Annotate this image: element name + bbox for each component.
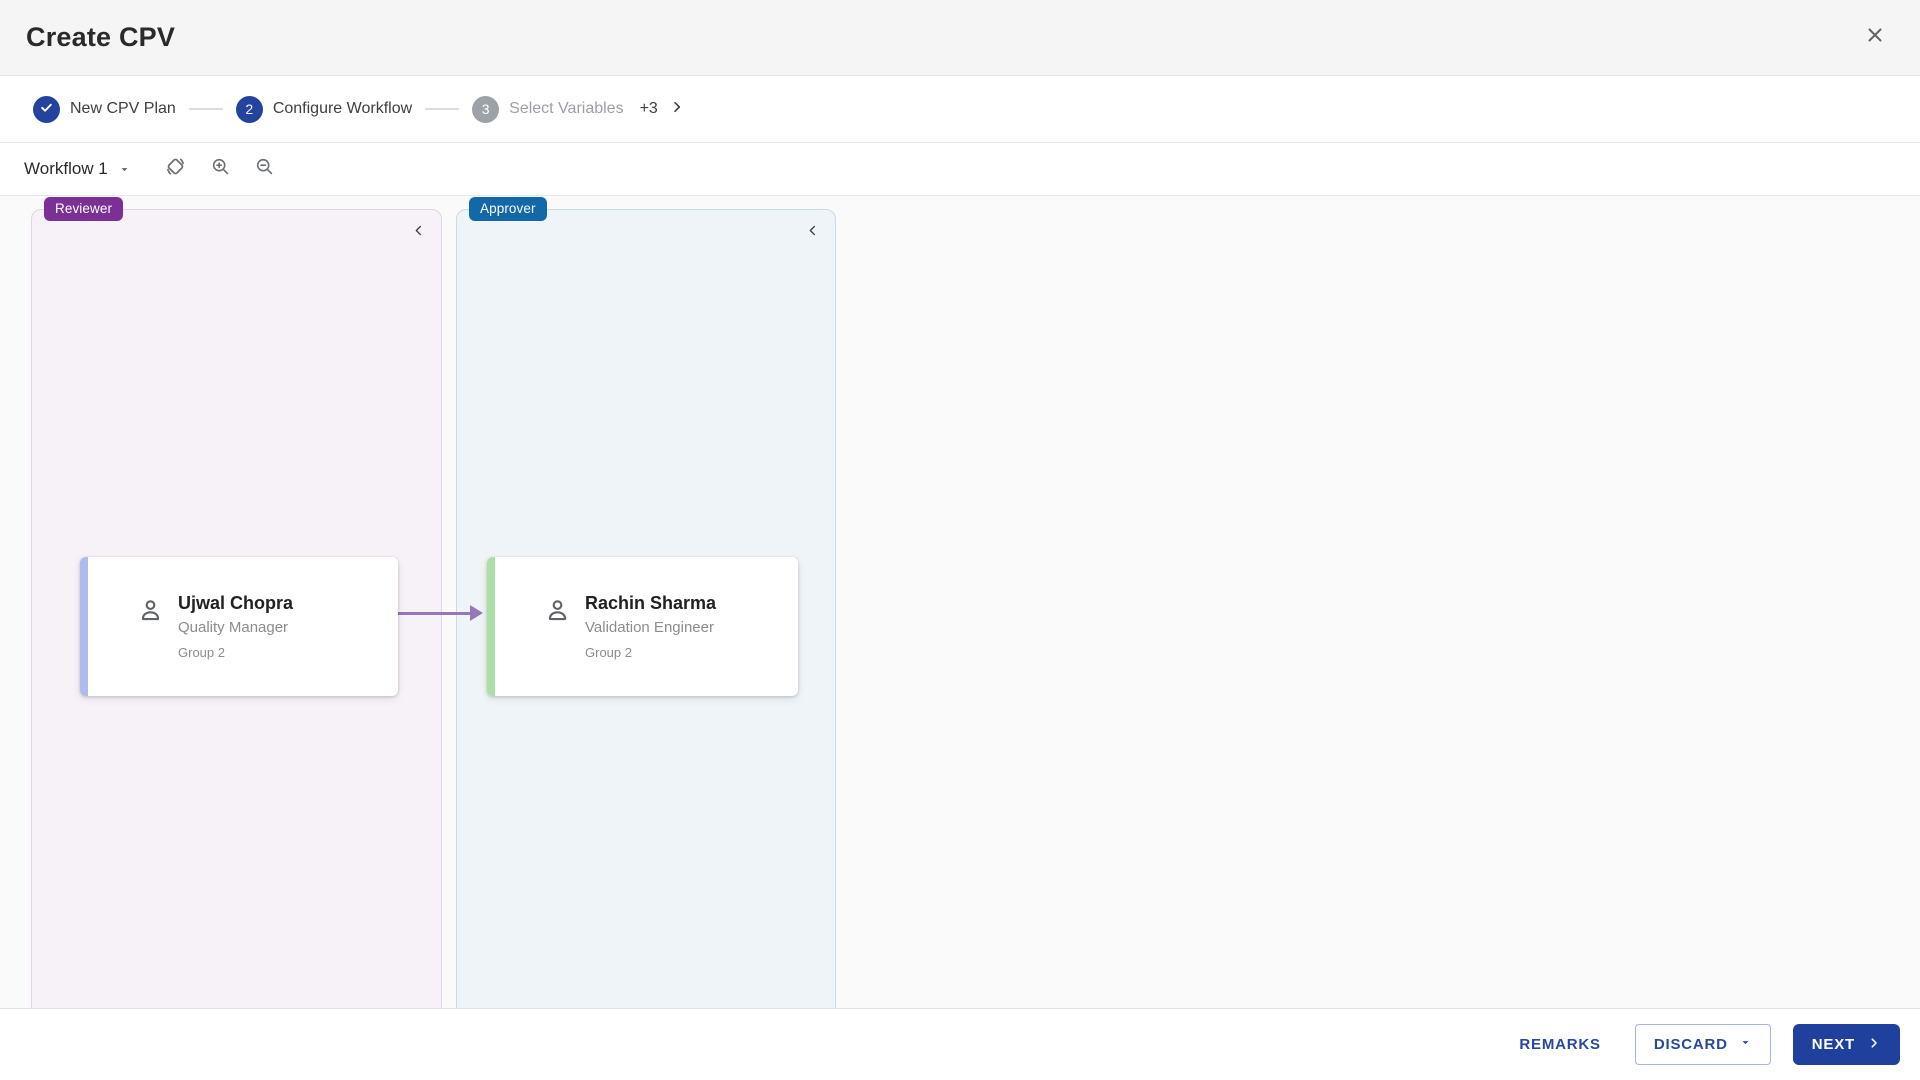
- step-connector: [425, 108, 460, 110]
- discard-button[interactable]: DISCARD: [1634, 1024, 1771, 1065]
- next-button-label: NEXT: [1811, 1036, 1855, 1053]
- more-steps-count: +3: [639, 100, 658, 117]
- rotate-view-button[interactable]: [164, 155, 187, 183]
- dialog-footer: REMARKS DISCARD NEXT: [0, 1008, 1920, 1080]
- zoom-in-button[interactable]: [210, 156, 231, 182]
- chevron-right-icon: [669, 99, 685, 120]
- workflow-node-approver[interactable]: Rachin Sharma Validation Engineer Group …: [487, 557, 798, 696]
- page-title: Create CPV: [26, 22, 176, 52]
- arrowhead-icon: [470, 605, 483, 621]
- step-3-indicator: 3: [472, 95, 500, 123]
- approver-role-badge: Approver: [469, 197, 547, 221]
- step-2-label: Configure Workflow: [272, 100, 413, 117]
- person-icon: [544, 597, 571, 629]
- zoom-out-icon: [254, 156, 275, 182]
- chevron-left-icon: [805, 223, 820, 243]
- workflow-canvas[interactable]: Reviewer Approver: [0, 196, 1920, 1008]
- node-accent-stripe: [80, 557, 88, 696]
- zoom-in-icon: [210, 156, 231, 182]
- node-person-name: Ujwal Chopra: [178, 592, 294, 613]
- connector-line: [397, 611, 471, 615]
- step-connector: [188, 108, 223, 110]
- close-icon: [1864, 24, 1886, 51]
- collapse-lane-button[interactable]: [801, 222, 823, 244]
- remarks-button[interactable]: REMARKS: [1519, 1036, 1601, 1053]
- node-person-group: Group 2: [178, 644, 225, 660]
- caret-down-icon: [1739, 1036, 1752, 1053]
- stepper-scroll-button[interactable]: [669, 99, 685, 120]
- workflow-selector-label: Workflow 1: [24, 159, 108, 178]
- step-1-indicator: [33, 95, 60, 123]
- workflow-selector[interactable]: Workflow 1: [24, 159, 131, 179]
- workflow-connector-arrow: [397, 605, 483, 621]
- node-person-name: Rachin Sharma: [585, 592, 717, 613]
- reviewer-role-badge: Reviewer: [44, 197, 124, 221]
- node-person-title: Quality Manager: [178, 618, 289, 636]
- discard-button-label: DISCARD: [1653, 1036, 1728, 1053]
- stepper: New CPV Plan 2 Configure Workflow 3 Sele…: [0, 76, 1920, 143]
- dialog-header: Create CPV: [0, 0, 1920, 76]
- node-person-title: Validation Engineer: [585, 618, 714, 636]
- canvas-tools: [164, 155, 275, 183]
- step-3-label: Select Variables: [509, 100, 624, 117]
- workflow-toolbar: Workflow 1: [0, 143, 1920, 196]
- workflow-node-reviewer[interactable]: Ujwal Chopra Quality Manager Group 2: [80, 557, 398, 696]
- step-2-indicator: 2: [235, 95, 263, 123]
- rotate-view-icon: [164, 155, 187, 183]
- node-person-group: Group 2: [585, 644, 632, 660]
- node-accent-stripe: [487, 557, 495, 696]
- step-new-cpv-plan[interactable]: New CPV Plan: [33, 95, 176, 123]
- caret-down-icon: [118, 163, 131, 176]
- chevron-left-icon: [411, 223, 426, 243]
- step-select-variables[interactable]: 3 Select Variables: [472, 95, 624, 123]
- collapse-lane-button[interactable]: [407, 222, 429, 244]
- close-button[interactable]: [1858, 21, 1892, 55]
- check-icon: [39, 100, 54, 118]
- step-1-label: New CPV Plan: [70, 100, 176, 117]
- chevron-right-icon: [1867, 1036, 1881, 1054]
- person-icon: [137, 597, 164, 629]
- step-configure-workflow[interactable]: 2 Configure Workflow: [235, 95, 413, 123]
- zoom-out-button[interactable]: [254, 156, 275, 182]
- next-button[interactable]: NEXT: [1792, 1024, 1900, 1065]
